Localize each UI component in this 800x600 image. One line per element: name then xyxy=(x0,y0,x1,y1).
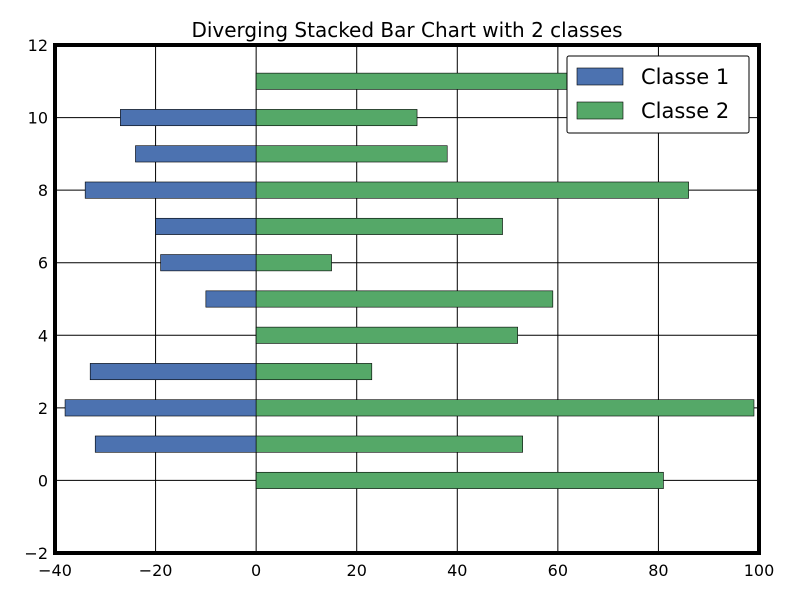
bar-classe-1 xyxy=(135,145,257,163)
bar-classe-1 xyxy=(64,399,257,417)
bar-classe-1 xyxy=(155,217,257,235)
bar-classe-2 xyxy=(255,217,503,235)
x-tick-label: 80 xyxy=(648,561,668,580)
x-tick-label: −40 xyxy=(38,561,72,580)
bar-classe-2 xyxy=(255,326,518,344)
x-tick-label: 0 xyxy=(251,561,261,580)
bar-classe-2 xyxy=(255,471,664,489)
y-tick-label: 4 xyxy=(38,326,48,345)
bar-classe-2 xyxy=(255,181,689,199)
bar-classe-2 xyxy=(255,254,332,272)
bar-classe-1 xyxy=(120,109,257,127)
y-tick-label: 8 xyxy=(38,181,48,200)
y-tick-label: 12 xyxy=(28,36,48,55)
bar-classe-1 xyxy=(205,290,257,308)
x-tick-label: −20 xyxy=(139,561,173,580)
legend-swatch xyxy=(576,67,624,86)
bar-classe-1 xyxy=(89,363,257,381)
legend-swatch xyxy=(576,101,624,120)
bar-classe-2 xyxy=(255,290,554,308)
bars xyxy=(64,72,755,489)
y-tick-label: 2 xyxy=(38,399,48,418)
y-tick-label: 0 xyxy=(38,471,48,490)
bar-classe-1 xyxy=(160,254,257,272)
y-tick-label: 6 xyxy=(38,254,48,273)
x-tick-label: 20 xyxy=(347,561,367,580)
bar-classe-1 xyxy=(94,435,257,453)
legend-label: Classe 2 xyxy=(641,99,729,123)
legend: Classe 1 Classe 2 xyxy=(566,55,750,134)
bar-classe-2 xyxy=(255,435,523,453)
bar-classe-2 xyxy=(255,399,755,417)
y-tick-label: 10 xyxy=(28,109,48,128)
y-tick-label: −2 xyxy=(24,544,48,563)
bar-classe-2 xyxy=(255,72,569,90)
bar-classe-1 xyxy=(84,181,257,199)
bar-classe-2 xyxy=(255,109,418,127)
chart-title: Diverging Stacked Bar Chart with 2 class… xyxy=(191,18,622,42)
bar-classe-2 xyxy=(255,363,373,381)
bar-classe-2 xyxy=(255,145,448,163)
x-tick-label: 40 xyxy=(447,561,467,580)
x-tick-label: 60 xyxy=(548,561,568,580)
x-tick-label: 100 xyxy=(744,561,775,580)
plot-frame xyxy=(53,43,761,555)
legend-label: Classe 1 xyxy=(641,65,729,89)
